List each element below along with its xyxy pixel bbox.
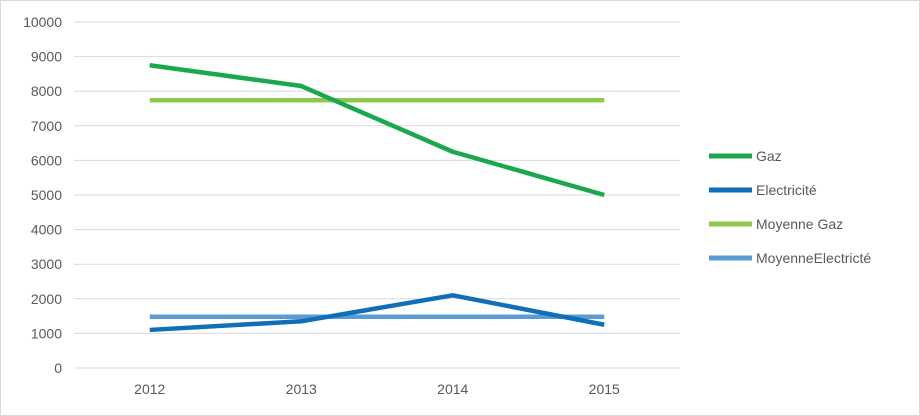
gridlines xyxy=(74,21,680,369)
y-tick-label: 8000 xyxy=(31,83,62,99)
y-tick-label: 4000 xyxy=(31,222,62,238)
series-lines xyxy=(149,63,605,333)
y-axis: 0 1000 2000 3000 4000 5000 6000 7000 8000 9000 100… xyxy=(23,14,62,376)
y-tick-label: 10000 xyxy=(23,14,62,30)
x-tick-label: 2015 xyxy=(589,381,620,397)
y-tick-label: 3000 xyxy=(31,256,62,272)
y-tick-label: 1000 xyxy=(31,325,62,341)
series-line-1 xyxy=(149,293,605,333)
y-tick-label: 0 xyxy=(54,360,62,376)
legend-label: Gaz xyxy=(756,148,782,164)
y-tick-label: 6000 xyxy=(31,152,62,168)
x-tick-label: 2012 xyxy=(134,381,165,397)
legend-label: Moyenne Gaz xyxy=(756,216,843,232)
x-tick-label: 2013 xyxy=(286,381,317,397)
x-tick-label: 2014 xyxy=(437,381,468,397)
y-tick-label: 5000 xyxy=(31,187,62,203)
legend: Gaz Electricité Moyenne Gaz MoyenneElectric… xyxy=(709,148,871,266)
y-tick-label: 7000 xyxy=(31,118,62,134)
y-tick-label: 9000 xyxy=(31,49,62,65)
x-axis: 2012 2013 2014 2015 xyxy=(134,381,620,397)
legend-label: MoyenneElectricté xyxy=(756,250,871,266)
series-line-0 xyxy=(149,63,605,198)
y-tick-label: 2000 xyxy=(31,291,62,307)
legend-label: Electricité xyxy=(756,182,817,198)
